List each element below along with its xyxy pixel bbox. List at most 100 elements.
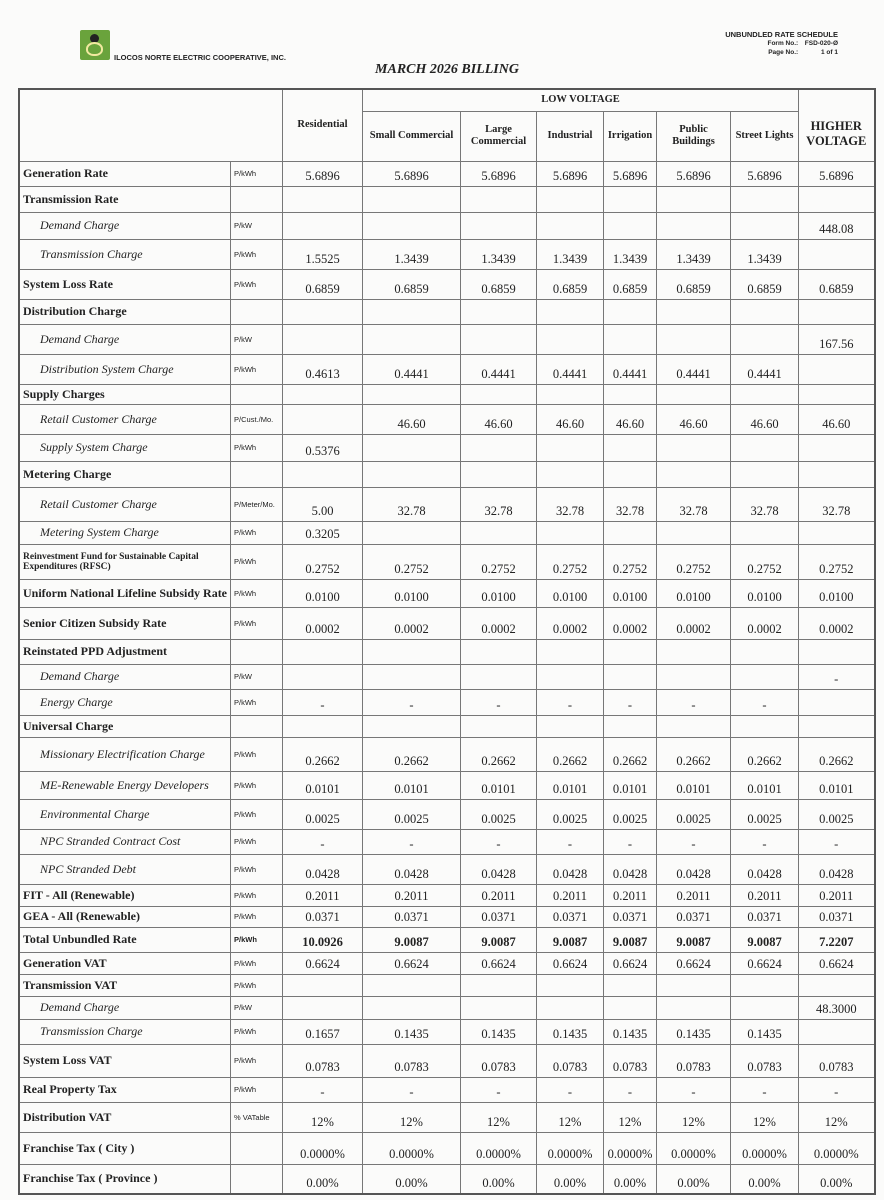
rate-cell: - bbox=[460, 1076, 538, 1103]
document-title: UNBUNDLED RATE SCHEDULE bbox=[725, 30, 838, 39]
row-label: Reinstated PPD Adjustment bbox=[18, 638, 232, 665]
rate-cell: 46.60 bbox=[656, 403, 732, 435]
rate-cell: 0.0025 bbox=[798, 798, 876, 830]
rate-cell bbox=[656, 995, 732, 1020]
table-row: Reinvestment Fund for Sustainable Capita… bbox=[18, 543, 876, 580]
rate-cell: 0.2752 bbox=[460, 543, 538, 580]
rate-cell bbox=[282, 298, 364, 325]
rate-cell: 0.2662 bbox=[282, 736, 364, 772]
rate-cell: 0.0371 bbox=[282, 905, 364, 928]
table-row: FIT - All (Renewable) P/kWh 0.2011 0.2011 0.… bbox=[18, 883, 876, 907]
table-row: Transmission Rate bbox=[18, 185, 876, 213]
rate-cell: - bbox=[656, 1076, 732, 1103]
rate-cell bbox=[656, 460, 732, 488]
row-unit: P/kWh bbox=[230, 828, 284, 855]
row-unit: P/kW bbox=[230, 211, 284, 240]
rate-cell: - bbox=[656, 688, 732, 716]
rate-cell: 0.6859 bbox=[362, 268, 462, 300]
rate-cell bbox=[603, 298, 658, 325]
rate-cell: 0.0025 bbox=[730, 798, 800, 830]
row-label: Demand Charge bbox=[18, 323, 232, 355]
form-no-label: Form No.: bbox=[767, 40, 799, 47]
table-row: Missionary Electrification Charge P/kWh 0.… bbox=[18, 736, 876, 772]
rate-cell: - bbox=[460, 688, 538, 716]
rate-cell: 0.0371 bbox=[362, 905, 462, 928]
rate-cell bbox=[730, 520, 800, 545]
row-unit: P/kWh bbox=[230, 353, 284, 385]
rate-cell bbox=[798, 460, 876, 488]
rate-cell: 0.0428 bbox=[603, 853, 658, 885]
row-label: Total Unbundled Rate bbox=[18, 926, 232, 953]
rate-cell bbox=[460, 323, 538, 355]
rate-cell bbox=[536, 211, 605, 240]
rate-cell: 0.0371 bbox=[730, 905, 800, 928]
table-row: Demand Charge P/kW 448.08 bbox=[18, 211, 876, 240]
table-row: NPC Stranded Contract Cost P/kWh - - - - - - - - bbox=[18, 828, 876, 855]
row-unit: % VATable bbox=[230, 1101, 284, 1133]
rate-cell: 0.0101 bbox=[460, 770, 538, 800]
table-row: Transmission Charge P/kWh 1.5525 1.3439 1.34… bbox=[18, 238, 876, 270]
row-label: Distribution VAT bbox=[18, 1101, 232, 1133]
rate-cell: 0.4441 bbox=[362, 353, 462, 385]
rate-cell: 0.1435 bbox=[536, 1018, 605, 1045]
rate-cell: 5.6896 bbox=[603, 160, 658, 187]
rate-cell: 0.0002 bbox=[603, 606, 658, 640]
row-label: NPC Stranded Debt bbox=[18, 853, 232, 885]
rate-cell: 0.0428 bbox=[730, 853, 800, 885]
rate-cell: 0.0025 bbox=[460, 798, 538, 830]
rate-cell bbox=[730, 383, 800, 405]
rate-cell bbox=[460, 714, 538, 738]
rate-cell bbox=[282, 403, 364, 435]
rate-cell: 9.0087 bbox=[536, 926, 605, 953]
rate-cell bbox=[656, 433, 732, 462]
row-unit: P/kWh bbox=[230, 543, 284, 580]
table-row: Franchise Tax ( City ) 0.0000% 0.0000% 0.00… bbox=[18, 1131, 876, 1165]
col-group-low-voltage: LOW VOLTAGE bbox=[362, 88, 800, 112]
rate-cell: 0.2662 bbox=[536, 736, 605, 772]
rate-cell bbox=[536, 973, 605, 997]
rate-cell bbox=[362, 995, 462, 1020]
rate-cell: 0.0783 bbox=[536, 1043, 605, 1078]
table-row: Total Unbundled Rate P/kWh 10.0926 9.0087 9.… bbox=[18, 926, 876, 953]
rate-cell: 0.0783 bbox=[798, 1043, 876, 1078]
rate-cell bbox=[603, 520, 658, 545]
rate-cell: 0.0000% bbox=[798, 1131, 876, 1165]
rate-cell bbox=[603, 638, 658, 665]
rate-cell: 0.0783 bbox=[730, 1043, 800, 1078]
rate-cell bbox=[603, 714, 658, 738]
row-unit bbox=[230, 714, 284, 738]
rate-cell: 32.78 bbox=[536, 486, 605, 522]
rate-cell bbox=[603, 973, 658, 997]
rate-cell bbox=[282, 638, 364, 665]
table-row: Supply System Charge P/kWh 0.5376 bbox=[18, 433, 876, 462]
rate-cell: 48.3000 bbox=[798, 995, 876, 1020]
rate-cell: - bbox=[730, 1076, 800, 1103]
rate-cell: 0.0000% bbox=[656, 1131, 732, 1165]
row-label: Transmission Rate bbox=[18, 185, 232, 213]
rate-cell bbox=[282, 995, 364, 1020]
row-unit: P/Cust./Mo. bbox=[230, 403, 284, 435]
rate-cell bbox=[536, 995, 605, 1020]
cooperative-logo bbox=[80, 30, 110, 60]
rate-cell: - bbox=[536, 828, 605, 855]
rate-cell: 0.6859 bbox=[536, 268, 605, 300]
rate-cell bbox=[362, 211, 462, 240]
col-public-buildings: Public Buildings bbox=[656, 110, 732, 162]
rate-cell bbox=[536, 460, 605, 488]
row-label: Real Property Tax bbox=[18, 1076, 232, 1103]
rate-cell bbox=[730, 323, 800, 355]
rate-cell: - bbox=[798, 663, 876, 690]
col-street-lights: Street Lights bbox=[730, 110, 800, 162]
rate-cell: 0.0100 bbox=[730, 578, 800, 608]
rate-cell: 32.78 bbox=[798, 486, 876, 522]
rate-cell: 10.0926 bbox=[282, 926, 364, 953]
row-label: Reinvestment Fund for Sustainable Capita… bbox=[18, 543, 232, 580]
rate-cell: 0.4441 bbox=[460, 353, 538, 385]
rate-cell: 0.0000% bbox=[603, 1131, 658, 1165]
rate-cell: 0.0002 bbox=[730, 606, 800, 640]
row-label: Franchise Tax ( Province ) bbox=[18, 1163, 232, 1195]
header-blank bbox=[18, 88, 284, 162]
rate-cell: 0.4441 bbox=[603, 353, 658, 385]
rate-cell: 0.00% bbox=[460, 1163, 538, 1195]
rate-cell: 5.00 bbox=[282, 486, 364, 522]
